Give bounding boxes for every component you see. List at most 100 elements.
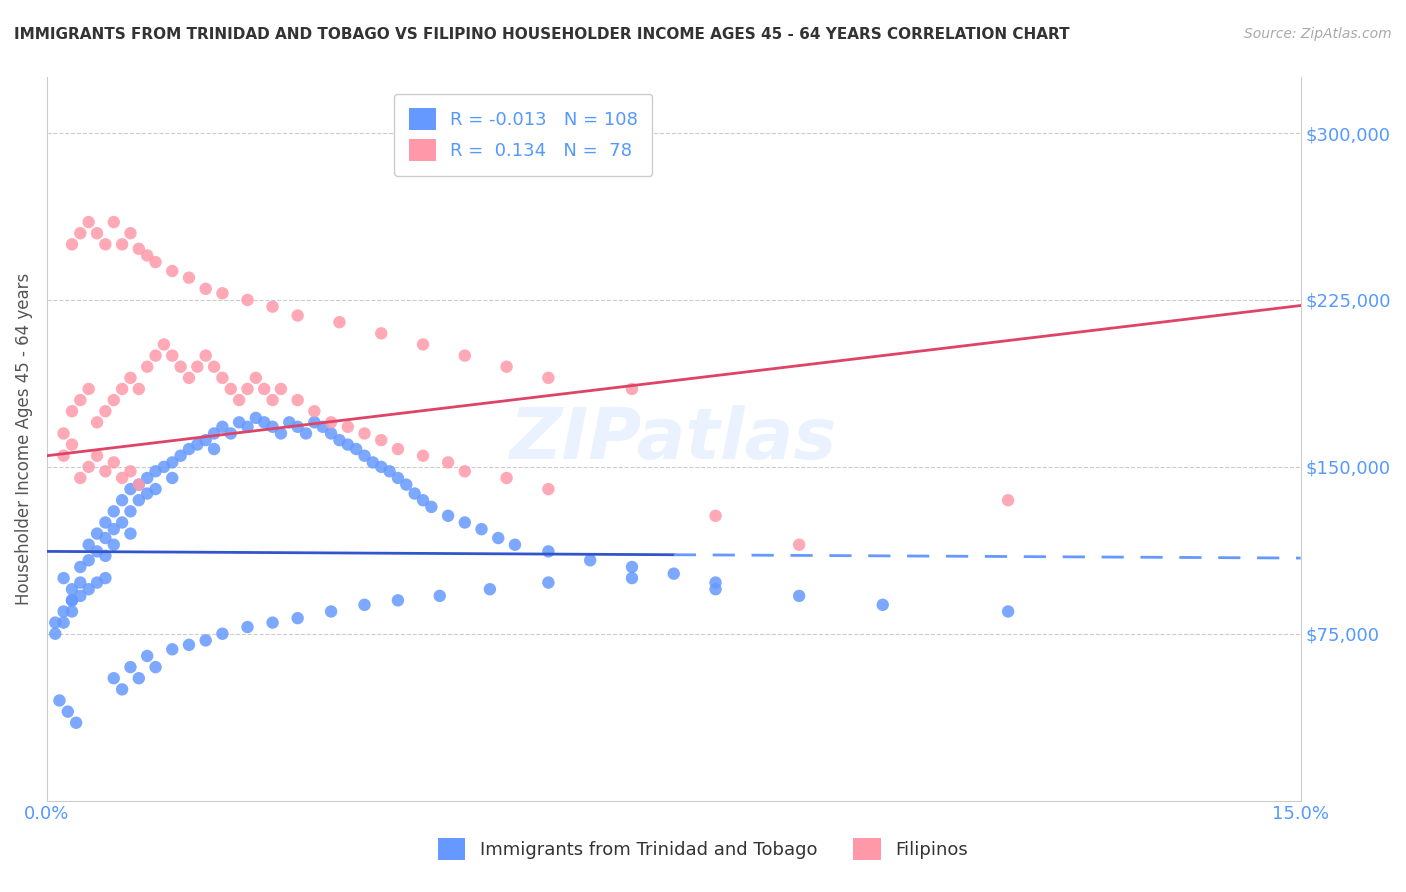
Point — [219, 382, 242, 396]
Point — [153, 459, 176, 474]
Point — [412, 337, 434, 351]
Point — [704, 582, 727, 597]
Point — [145, 255, 167, 269]
Point — [270, 382, 292, 396]
Point — [94, 516, 117, 530]
Y-axis label: Householder Income Ages 45 - 64 years: Householder Income Ages 45 - 64 years — [15, 273, 32, 605]
Point — [69, 560, 91, 574]
Point — [120, 226, 142, 240]
Point — [387, 471, 409, 485]
Point — [404, 486, 426, 500]
Point — [503, 538, 526, 552]
Point — [579, 553, 602, 567]
Point — [872, 598, 894, 612]
Point — [312, 419, 335, 434]
Point — [177, 442, 200, 456]
Point — [620, 560, 643, 574]
Point — [304, 415, 326, 429]
Point — [60, 404, 83, 418]
Point — [52, 426, 75, 441]
Point — [136, 486, 159, 500]
Point — [495, 471, 517, 485]
Point — [52, 605, 75, 619]
Point — [454, 516, 477, 530]
Point — [454, 464, 477, 478]
Point — [69, 575, 91, 590]
Point — [262, 300, 284, 314]
Point — [77, 382, 100, 396]
Point — [120, 464, 142, 478]
Point — [65, 715, 87, 730]
Point — [145, 660, 167, 674]
Point — [344, 442, 367, 456]
Point — [194, 349, 217, 363]
Point — [319, 426, 342, 441]
Point — [128, 242, 150, 256]
Point — [704, 575, 727, 590]
Point — [136, 248, 159, 262]
Point — [52, 449, 75, 463]
Point — [77, 553, 100, 567]
Point — [787, 538, 810, 552]
Point — [319, 605, 342, 619]
Legend: Immigrants from Trinidad and Tobago, Filipinos: Immigrants from Trinidad and Tobago, Fil… — [423, 823, 983, 874]
Point — [537, 482, 560, 496]
Point — [153, 337, 176, 351]
Point — [77, 582, 100, 597]
Point — [111, 382, 134, 396]
Point — [437, 455, 460, 469]
Point — [94, 237, 117, 252]
Point — [120, 371, 142, 385]
Point — [478, 582, 501, 597]
Point — [287, 393, 309, 408]
Point — [60, 437, 83, 451]
Point — [120, 526, 142, 541]
Point — [177, 371, 200, 385]
Point — [69, 471, 91, 485]
Text: ZIPatlas: ZIPatlas — [510, 405, 838, 474]
Point — [111, 516, 134, 530]
Point — [620, 571, 643, 585]
Point — [103, 455, 125, 469]
Point — [194, 433, 217, 447]
Point — [319, 415, 342, 429]
Point — [177, 638, 200, 652]
Point — [328, 433, 350, 447]
Point — [219, 426, 242, 441]
Point — [412, 449, 434, 463]
Point — [537, 544, 560, 558]
Point — [162, 349, 184, 363]
Point — [128, 671, 150, 685]
Point — [103, 215, 125, 229]
Point — [262, 419, 284, 434]
Point — [60, 237, 83, 252]
Point — [304, 404, 326, 418]
Point — [94, 531, 117, 545]
Point — [202, 426, 225, 441]
Point — [145, 464, 167, 478]
Point — [145, 482, 167, 496]
Point — [94, 571, 117, 585]
Point — [236, 382, 259, 396]
Point — [270, 426, 292, 441]
Point — [177, 270, 200, 285]
Point — [211, 626, 233, 640]
Point — [145, 349, 167, 363]
Point — [86, 226, 108, 240]
Point — [120, 660, 142, 674]
Point — [103, 504, 125, 518]
Point — [412, 493, 434, 508]
Point — [60, 593, 83, 607]
Point — [387, 442, 409, 456]
Point — [295, 426, 318, 441]
Point — [287, 309, 309, 323]
Point — [353, 426, 375, 441]
Point — [236, 419, 259, 434]
Point — [186, 437, 208, 451]
Point — [620, 382, 643, 396]
Point — [253, 415, 276, 429]
Point — [162, 642, 184, 657]
Point — [236, 620, 259, 634]
Point — [86, 415, 108, 429]
Point — [287, 611, 309, 625]
